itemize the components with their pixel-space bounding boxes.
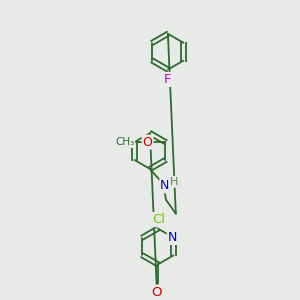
Text: O: O: [143, 136, 152, 148]
Text: O: O: [152, 286, 162, 299]
Text: N: N: [160, 179, 170, 192]
Text: Cl: Cl: [152, 213, 165, 226]
Text: CH₃: CH₃: [115, 137, 134, 147]
Text: N: N: [168, 231, 177, 244]
Text: F: F: [164, 73, 172, 86]
Text: H: H: [170, 177, 178, 187]
